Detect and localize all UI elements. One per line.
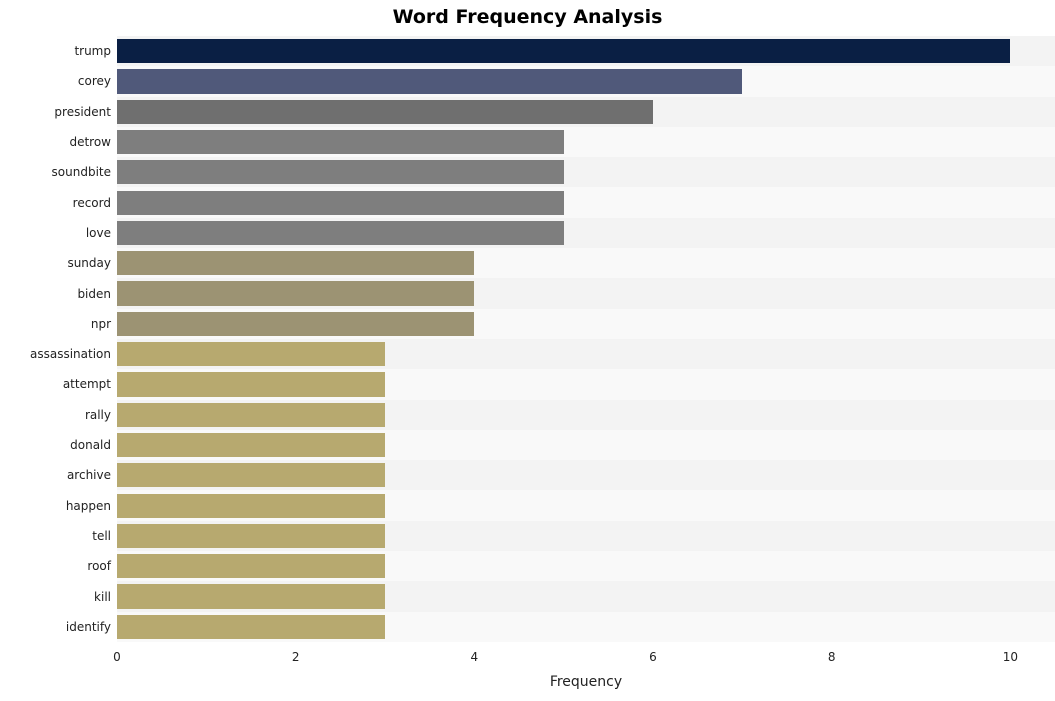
bar-slot (117, 278, 1055, 308)
y-tick-label: biden (77, 287, 111, 301)
bar (117, 69, 742, 93)
y-tick-label: sunday (67, 256, 111, 270)
y-tick-label: rally (85, 408, 111, 422)
bar-slot (117, 430, 1055, 460)
y-tick-label: trump (74, 44, 111, 58)
bar (117, 554, 385, 578)
bar-slot (117, 460, 1055, 490)
y-tick-label: detrow (69, 135, 111, 149)
bar (117, 615, 385, 639)
bar-slot (117, 581, 1055, 611)
y-tick-label: npr (91, 317, 111, 331)
bar (117, 221, 564, 245)
bar (117, 524, 385, 548)
bar-slot (117, 369, 1055, 399)
y-tick-label: president (54, 105, 111, 119)
bar-slot (117, 491, 1055, 521)
y-tick-label: donald (70, 438, 111, 452)
bar (117, 342, 385, 366)
bar-slot (117, 339, 1055, 369)
x-tick-label: 4 (471, 650, 479, 664)
y-tick-label: tell (92, 529, 111, 543)
bar (117, 584, 385, 608)
x-axis-title: Frequency (117, 674, 1055, 690)
bar (117, 463, 385, 487)
bar-slot (117, 551, 1055, 581)
bar-slot (117, 188, 1055, 218)
x-tick-label: 10 (1003, 650, 1018, 664)
bar (117, 372, 385, 396)
y-tick-label: assassination (30, 347, 111, 361)
bar-slot (117, 309, 1055, 339)
bar-slot (117, 36, 1055, 66)
bar-slot (117, 97, 1055, 127)
x-tick-label: 6 (649, 650, 657, 664)
y-tick-label: attempt (63, 377, 111, 391)
bar (117, 160, 564, 184)
y-tick-label: record (73, 196, 111, 210)
y-tick-label: archive (67, 468, 111, 482)
bar-slot (117, 66, 1055, 96)
chart-title: Word Frequency Analysis (0, 6, 1055, 28)
bar (117, 403, 385, 427)
bar (117, 130, 564, 154)
y-tick-label: love (86, 226, 111, 240)
bar-slot (117, 400, 1055, 430)
plot-area (117, 36, 1055, 642)
bar-slot (117, 248, 1055, 278)
word-frequency-chart: Word Frequency Analysis trump corey presid… (0, 0, 1055, 701)
bar-slot (117, 127, 1055, 157)
x-tick-label: 8 (828, 650, 836, 664)
bar (117, 191, 564, 215)
bar (117, 39, 1010, 63)
y-tick-label: corey (78, 74, 111, 88)
bar-slot (117, 521, 1055, 551)
y-tick-label: kill (94, 590, 111, 604)
y-tick-label: identify (66, 620, 111, 634)
x-tick-label: 0 (113, 650, 121, 664)
bar (117, 433, 385, 457)
bar-slot (117, 612, 1055, 642)
y-tick-label: soundbite (52, 165, 111, 179)
x-tick-label: 2 (292, 650, 300, 664)
bar (117, 494, 385, 518)
bar (117, 100, 653, 124)
bar-slot (117, 157, 1055, 187)
bar-slot (117, 218, 1055, 248)
y-tick-label: happen (66, 499, 111, 513)
y-tick-label: roof (87, 559, 111, 573)
